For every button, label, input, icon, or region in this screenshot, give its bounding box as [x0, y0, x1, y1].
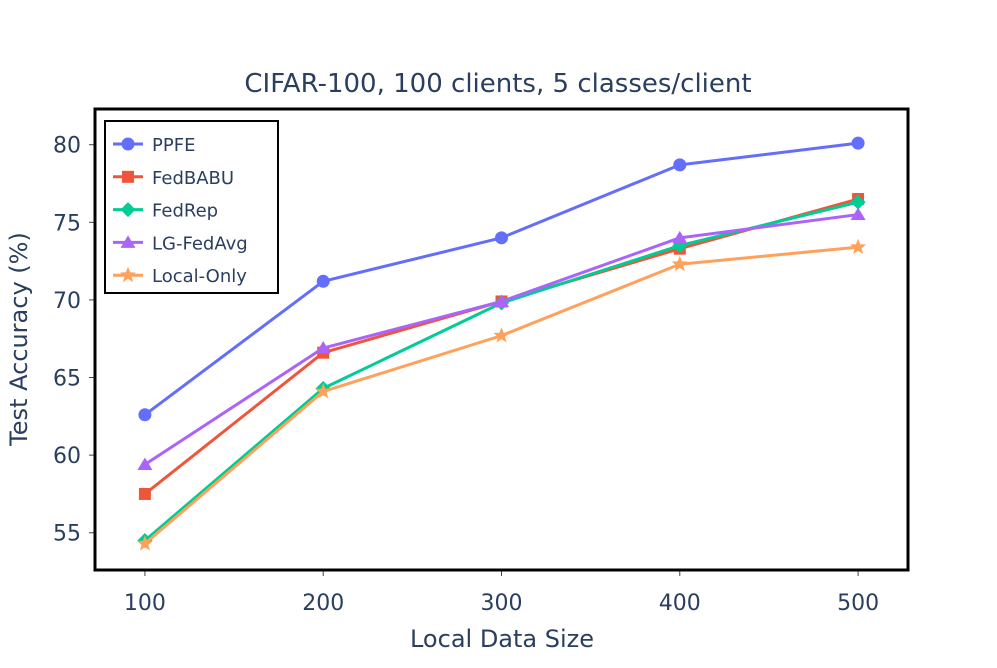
y-tick-label: 65 [53, 367, 81, 392]
x-tick-label: 500 [837, 591, 879, 616]
y-tick-label: 70 [53, 289, 81, 314]
y-tick-label: 60 [53, 444, 81, 469]
x-axis-title: Local Data Size [410, 625, 594, 653]
y-tick-label: 55 [53, 522, 81, 547]
x-tick-label: 200 [302, 591, 344, 616]
data-point-fedrep [850, 194, 866, 210]
data-point-ppfe [673, 158, 687, 172]
y-tick-label: 80 [53, 134, 81, 159]
y-axis-ticks: 55 60 65 70 75 80 [53, 134, 95, 547]
series-local-only [136, 238, 867, 551]
legend-marker [119, 266, 137, 283]
plot-series [136, 136, 867, 551]
legend-label: LG-FedAvg [152, 233, 248, 254]
legend-item-fedrep: FedRep [113, 201, 218, 222]
legend-marker [120, 202, 136, 218]
data-point-lg-fedavg [494, 294, 509, 307]
legend-item-ppfe: PPFE [113, 135, 195, 156]
legend-item-local-only: Local-Only [113, 266, 247, 287]
legend-label: FedBABU [152, 168, 234, 189]
plot-frame [93, 107, 910, 572]
data-point-lg-fedavg [672, 230, 688, 244]
data-point-fedbabu [138, 487, 151, 500]
legend-item-lg-fedavg: LG-FedAvg [113, 233, 248, 254]
legend-marker [121, 137, 135, 151]
data-point-ppfe [495, 231, 508, 245]
legend-marker [122, 170, 134, 183]
data-point-ppfe [138, 408, 152, 422]
chart-title: CIFAR-100, 100 clients, 5 classes/client [244, 69, 751, 99]
x-tick-label: 300 [481, 591, 523, 616]
legend: PPFE FedBABU FedRep LG-FedAvg Local-Only [104, 120, 279, 294]
data-point-lg-fedavg [137, 457, 153, 470]
x-tick-label: 400 [659, 591, 701, 616]
data-point-ppfe [316, 274, 330, 288]
data-point-local-only [315, 383, 332, 399]
data-point-lg-fedavg [850, 207, 866, 221]
data-point-local-only [136, 535, 154, 551]
data-point-lg-fedavg [315, 341, 331, 354]
legend-marker [120, 235, 136, 248]
legend-box [104, 120, 279, 294]
data-point-local-only [849, 238, 867, 255]
series-ppfe [138, 136, 865, 422]
y-tick-label: 75 [53, 211, 81, 236]
x-tick-label: 100 [124, 591, 166, 616]
data-point-ppfe [851, 136, 865, 150]
legend-item-fedbabu: FedBABU [113, 168, 234, 189]
legend-label: FedRep [152, 201, 218, 222]
x-axis-ticks: 100 200 300 400 500 [124, 570, 879, 616]
legend-label: PPFE [152, 135, 195, 156]
legend-label: Local-Only [152, 266, 247, 287]
y-axis-title: Test Accuracy (%) [5, 232, 33, 447]
data-point-local-only [671, 255, 688, 272]
data-point-local-only [493, 327, 510, 343]
series-lg-fedavg [137, 207, 866, 470]
